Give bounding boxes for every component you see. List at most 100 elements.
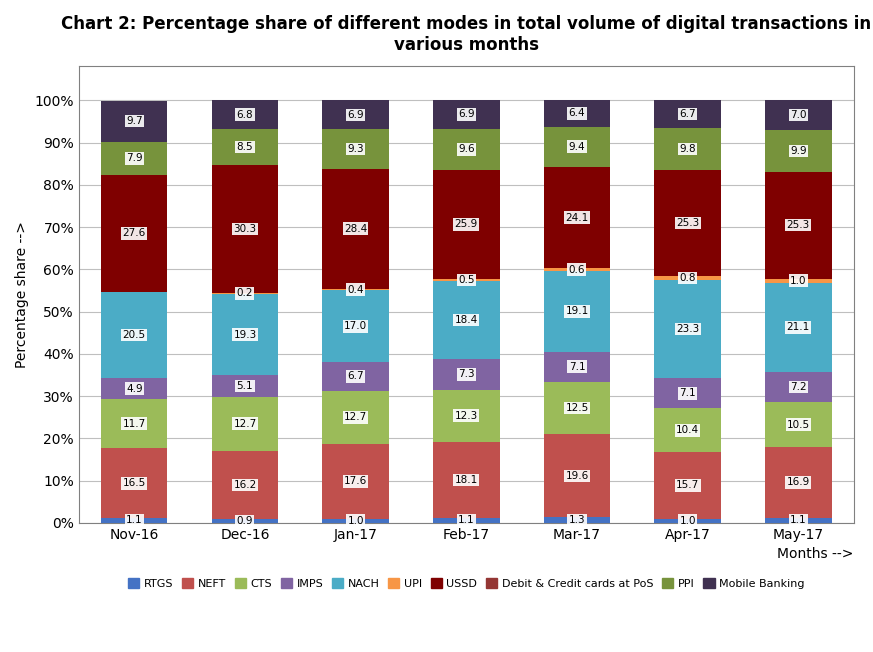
Bar <box>101 291 168 378</box>
Bar <box>322 169 388 289</box>
Bar <box>655 518 721 523</box>
Bar <box>322 289 388 290</box>
Bar <box>655 280 721 378</box>
Text: 0.6: 0.6 <box>568 265 585 274</box>
Bar <box>322 444 388 518</box>
Text: 1.1: 1.1 <box>790 516 807 526</box>
Text: 6.9: 6.9 <box>458 110 475 119</box>
Text: 1.0: 1.0 <box>790 276 807 286</box>
Text: 25.3: 25.3 <box>676 218 699 228</box>
Bar <box>101 100 168 141</box>
Text: 9.4: 9.4 <box>568 141 585 152</box>
Bar <box>765 283 832 372</box>
Text: 1.1: 1.1 <box>458 516 475 526</box>
Bar <box>212 376 278 397</box>
Text: 16.5: 16.5 <box>122 479 146 488</box>
Text: 9.3: 9.3 <box>347 144 364 154</box>
Bar <box>322 100 388 129</box>
Bar <box>212 519 278 523</box>
Text: 16.2: 16.2 <box>233 480 257 490</box>
Text: 30.3: 30.3 <box>233 224 257 234</box>
Text: 1.0: 1.0 <box>347 516 364 526</box>
Title: Chart 2: Percentage share of different modes in total volume of digital transact: Chart 2: Percentage share of different m… <box>61 15 871 54</box>
Text: 0.2: 0.2 <box>237 288 253 299</box>
Bar <box>765 100 832 130</box>
Text: 7.3: 7.3 <box>458 369 475 379</box>
Bar <box>322 391 388 444</box>
Bar <box>433 279 499 281</box>
Text: 19.3: 19.3 <box>233 329 257 340</box>
Bar <box>322 290 388 363</box>
Text: 6.7: 6.7 <box>679 109 696 119</box>
Bar <box>322 129 388 169</box>
Text: 7.1: 7.1 <box>568 362 585 372</box>
Bar <box>655 276 721 280</box>
Bar <box>544 269 610 271</box>
Text: 6.4: 6.4 <box>568 108 585 119</box>
Text: 12.7: 12.7 <box>344 412 368 422</box>
Bar <box>544 127 610 167</box>
Bar <box>212 100 278 129</box>
Text: 24.1: 24.1 <box>566 213 588 222</box>
Bar <box>544 351 610 381</box>
Bar <box>544 434 610 517</box>
Text: 9.8: 9.8 <box>679 144 696 154</box>
Bar <box>101 175 168 291</box>
Text: 0.5: 0.5 <box>458 275 475 285</box>
Bar <box>433 100 499 129</box>
Text: 12.7: 12.7 <box>233 419 257 429</box>
Text: 25.3: 25.3 <box>787 220 810 230</box>
Bar <box>101 518 168 523</box>
Text: 7.1: 7.1 <box>679 389 696 398</box>
Text: 1.1: 1.1 <box>126 516 142 526</box>
Bar <box>655 408 721 452</box>
Text: 0.4: 0.4 <box>347 284 364 295</box>
Bar <box>101 141 168 175</box>
Text: 18.4: 18.4 <box>455 315 478 325</box>
Bar <box>765 278 832 283</box>
Bar <box>433 129 499 170</box>
Bar <box>101 399 168 449</box>
Bar <box>655 452 721 518</box>
Text: 10.5: 10.5 <box>787 419 810 430</box>
Text: 7.2: 7.2 <box>790 382 807 392</box>
Bar <box>655 378 721 408</box>
Text: 9.7: 9.7 <box>126 116 142 126</box>
Text: 17.6: 17.6 <box>344 477 368 486</box>
Bar <box>433 441 499 518</box>
Bar <box>212 397 278 451</box>
Bar <box>433 281 499 359</box>
Text: 1.3: 1.3 <box>568 515 585 525</box>
Bar <box>655 170 721 276</box>
Text: 12.3: 12.3 <box>455 411 478 421</box>
Text: 6.8: 6.8 <box>237 110 253 119</box>
Bar <box>433 170 499 279</box>
Text: 9.6: 9.6 <box>458 144 475 155</box>
Bar <box>322 518 388 523</box>
Bar <box>765 402 832 447</box>
Text: 16.9: 16.9 <box>787 477 810 488</box>
Text: 8.5: 8.5 <box>237 142 253 152</box>
Text: 12.5: 12.5 <box>566 403 588 413</box>
Bar <box>433 518 499 523</box>
Text: 7.9: 7.9 <box>126 153 142 164</box>
Bar <box>544 167 610 269</box>
Bar <box>212 165 278 293</box>
Bar <box>212 294 278 376</box>
Bar <box>765 171 832 278</box>
Text: 28.4: 28.4 <box>344 224 368 233</box>
Text: 17.0: 17.0 <box>344 321 368 331</box>
Text: 0.8: 0.8 <box>679 273 696 283</box>
Bar <box>655 100 721 128</box>
Text: 23.3: 23.3 <box>676 324 699 334</box>
Text: 20.5: 20.5 <box>123 330 146 340</box>
Text: 11.7: 11.7 <box>122 419 146 429</box>
Text: 27.6: 27.6 <box>122 228 146 239</box>
Text: 18.1: 18.1 <box>455 475 478 485</box>
Bar <box>765 372 832 402</box>
Text: 10.4: 10.4 <box>676 425 699 436</box>
Text: 19.1: 19.1 <box>566 306 588 316</box>
Bar <box>101 449 168 518</box>
Text: 21.1: 21.1 <box>787 322 810 333</box>
Bar <box>212 293 278 294</box>
